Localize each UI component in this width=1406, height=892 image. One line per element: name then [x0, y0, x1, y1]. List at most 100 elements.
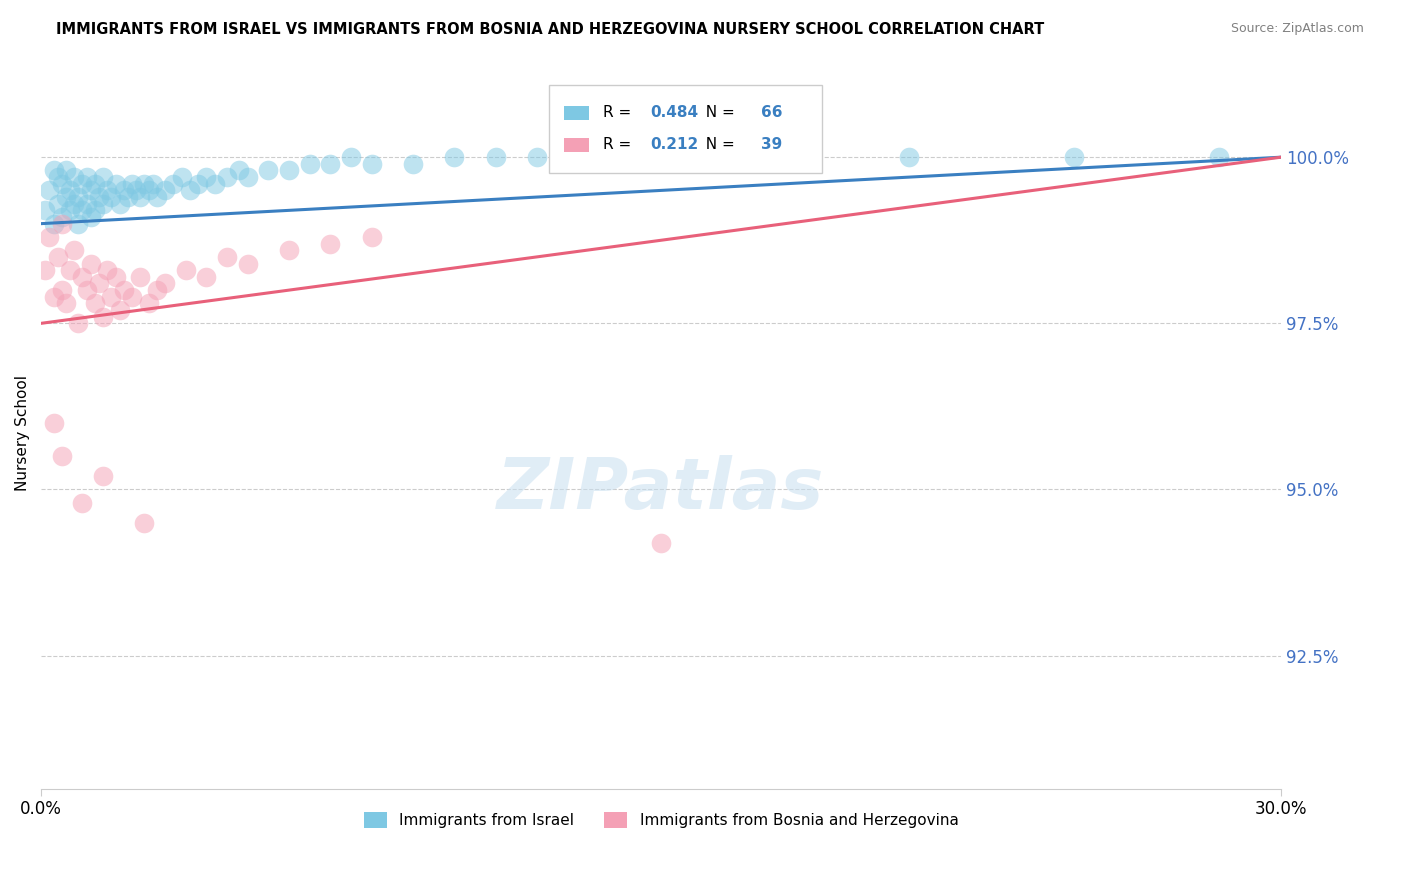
Point	[80, 256, 103, 270]
Point	[59, 263, 82, 277]
Point	[76, 196, 98, 211]
Point	[55, 190, 77, 204]
Point	[138, 183, 160, 197]
Point	[72, 269, 94, 284]
Point	[650, 535, 672, 549]
Point	[46, 250, 69, 264]
Point	[319, 157, 342, 171]
Point	[108, 196, 131, 211]
Point	[67, 217, 90, 231]
Point	[142, 177, 165, 191]
FancyBboxPatch shape	[564, 106, 589, 120]
Point	[360, 157, 382, 171]
Point	[1208, 150, 1230, 164]
Point	[319, 236, 342, 251]
Point	[72, 177, 94, 191]
Point	[402, 157, 425, 171]
Point	[51, 177, 73, 191]
Point	[100, 190, 122, 204]
Text: 0.484: 0.484	[650, 105, 697, 120]
Point	[100, 290, 122, 304]
Text: 66: 66	[762, 105, 783, 120]
FancyBboxPatch shape	[564, 138, 589, 153]
Point	[76, 170, 98, 185]
Point	[228, 163, 250, 178]
Point	[38, 183, 60, 197]
Text: 39: 39	[762, 137, 783, 153]
Point	[51, 283, 73, 297]
Point	[104, 269, 127, 284]
Point	[204, 177, 226, 191]
Point	[134, 516, 156, 530]
Text: R =: R =	[603, 105, 636, 120]
Point	[129, 269, 152, 284]
Point	[63, 170, 86, 185]
Point	[217, 170, 239, 185]
Point	[67, 316, 90, 330]
Point	[42, 163, 65, 178]
Point	[91, 170, 114, 185]
Point	[51, 210, 73, 224]
Point	[257, 163, 280, 178]
Point	[112, 183, 135, 197]
Text: N =: N =	[696, 137, 740, 153]
Y-axis label: Nursery School: Nursery School	[15, 375, 30, 491]
Point	[55, 163, 77, 178]
Point	[162, 177, 184, 191]
Point	[42, 217, 65, 231]
Point	[72, 203, 94, 218]
Point	[1063, 150, 1085, 164]
Point	[298, 157, 321, 171]
Point	[217, 250, 239, 264]
Point	[87, 277, 110, 291]
Point	[187, 177, 209, 191]
Point	[67, 190, 90, 204]
Point	[96, 263, 118, 277]
Point	[195, 269, 218, 284]
Point	[104, 177, 127, 191]
Point	[179, 183, 201, 197]
Point	[96, 183, 118, 197]
Text: ZIPatlas: ZIPatlas	[498, 456, 825, 524]
Point	[146, 190, 169, 204]
Point	[195, 170, 218, 185]
Point	[236, 170, 259, 185]
Point	[278, 163, 301, 178]
Point	[340, 150, 363, 164]
Point	[83, 177, 105, 191]
Point	[59, 183, 82, 197]
Point	[63, 196, 86, 211]
Point	[898, 150, 921, 164]
Point	[153, 277, 176, 291]
Point	[360, 230, 382, 244]
Point	[91, 469, 114, 483]
Text: R =: R =	[603, 137, 636, 153]
Point	[609, 150, 631, 164]
Point	[76, 283, 98, 297]
Point	[174, 263, 197, 277]
Point	[87, 190, 110, 204]
Point	[112, 283, 135, 297]
Point	[46, 170, 69, 185]
Point	[83, 203, 105, 218]
Point	[485, 150, 508, 164]
Point	[34, 263, 56, 277]
Point	[121, 290, 143, 304]
Point	[42, 416, 65, 430]
Point	[773, 150, 796, 164]
Text: 0.212: 0.212	[650, 137, 699, 153]
Point	[121, 177, 143, 191]
Point	[125, 183, 148, 197]
Point	[34, 203, 56, 218]
Point	[38, 230, 60, 244]
Point	[80, 210, 103, 224]
Point	[55, 296, 77, 310]
Point	[91, 310, 114, 324]
Point	[170, 170, 193, 185]
Point	[59, 203, 82, 218]
Point	[134, 177, 156, 191]
Point	[138, 296, 160, 310]
Point	[129, 190, 152, 204]
Text: IMMIGRANTS FROM ISRAEL VS IMMIGRANTS FROM BOSNIA AND HERZEGOVINA NURSERY SCHOOL : IMMIGRANTS FROM ISRAEL VS IMMIGRANTS FRO…	[56, 22, 1045, 37]
Legend: Immigrants from Israel, Immigrants from Bosnia and Herzegovina: Immigrants from Israel, Immigrants from …	[357, 806, 965, 834]
